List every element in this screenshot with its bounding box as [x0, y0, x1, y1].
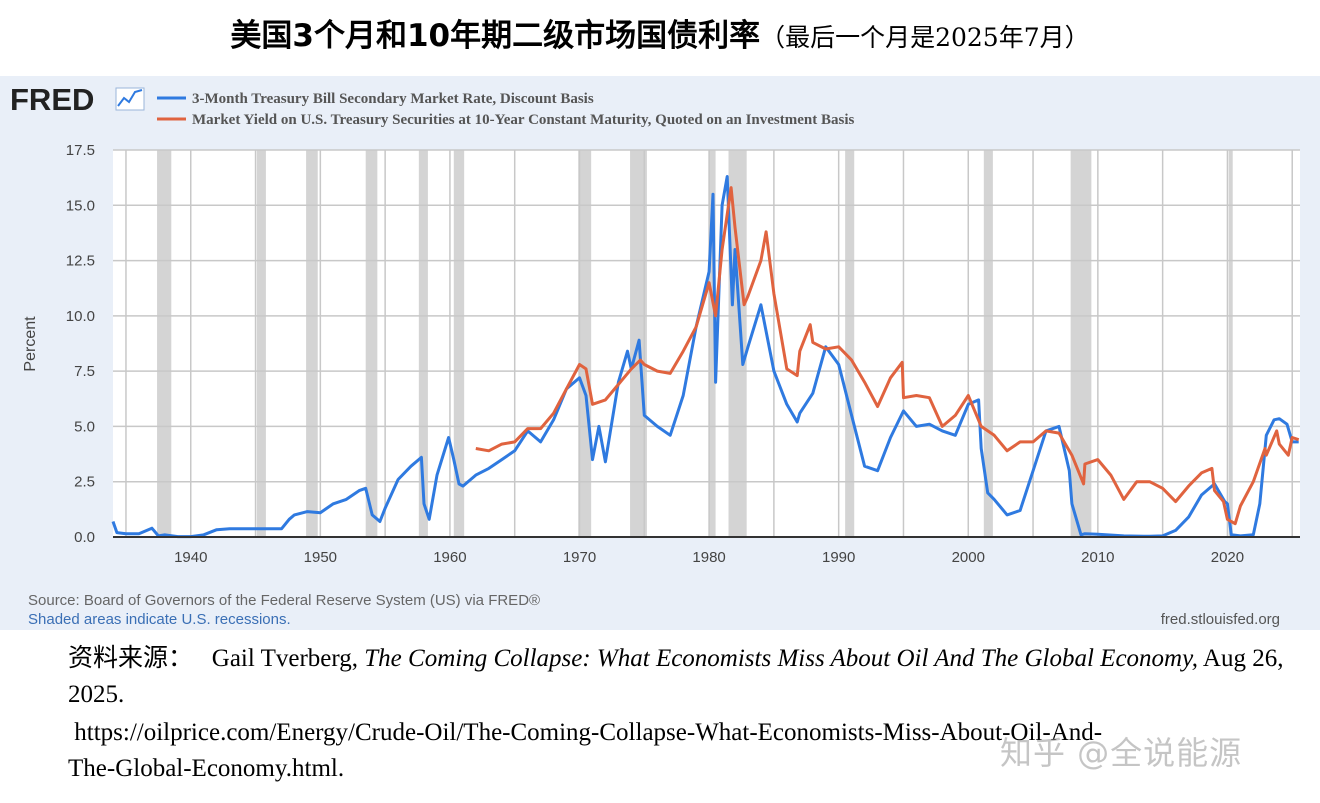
legend-label-10year: Market Yield on U.S. Treasury Securities…	[192, 112, 855, 128]
recession-note: Shaded areas indicate U.S. recessions.	[28, 611, 291, 628]
series-line-3month	[111, 175, 1299, 539]
slide-title: 美国3个月和10年期二级市场国债利率（最后一个月是2025年7月）	[0, 10, 1320, 55]
recession-band	[728, 150, 747, 537]
y-tick-label: 17.5	[66, 142, 95, 159]
y-tick-label: 10.0	[66, 308, 95, 325]
fred-logo-graph-icon	[115, 87, 145, 111]
slide-title-main: 美国3个月和10年期二级市场国债利率	[230, 18, 761, 54]
x-tick-label: 1970	[563, 549, 596, 566]
series-line-10year	[475, 186, 1300, 526]
y-tick-label: 7.5	[74, 363, 95, 380]
fred-site-link[interactable]: fred.stlouisfed.org	[1161, 611, 1280, 628]
x-tick-label: 1940	[174, 549, 207, 566]
y-tick-label: 0.0	[74, 529, 95, 546]
fred-logo: FRED	[10, 82, 94, 117]
recession-band	[1070, 150, 1092, 537]
slide-title-sub: （最后一个月是2025年7月）	[760, 23, 1090, 52]
recession-band	[453, 150, 465, 537]
legend: 3-Month Treasury Bill Secondary Market R…	[157, 91, 855, 128]
recession-band	[256, 150, 266, 537]
recession-band	[157, 150, 172, 537]
legend-label-3month: 3-Month Treasury Bill Secondary Market R…	[192, 91, 594, 107]
x-tick-label: 1950	[304, 549, 337, 566]
y-tick-label: 15.0	[66, 197, 95, 214]
x-tick-label: 1980	[692, 549, 725, 566]
y-tick-label: 2.5	[74, 474, 95, 491]
fred-chart-panel: 0.0 2.5 5.0 7.5 10.0 12.5 15.0 17.5 1940 1950 196…	[0, 76, 1320, 630]
y-tick-labels: 0.0 2.5 5.0 7.5 10.0 12.5 15.0 17.5	[66, 142, 95, 546]
citation-url-part2[interactable]: The-Global-Economy.html.	[68, 755, 345, 782]
recession-band	[1228, 150, 1233, 537]
grid-lines	[113, 149, 1300, 538]
series-lines	[111, 175, 1300, 539]
recession-band	[983, 150, 993, 537]
plot-area	[113, 150, 1300, 537]
recession-band	[418, 150, 428, 537]
zhihu-watermark: 知乎 @全说能源	[1000, 734, 1243, 772]
citation-author: Gail Tverberg,	[211, 645, 365, 672]
citation-title: The Coming Collapse: What Economists Mis…	[364, 645, 1199, 672]
source-note: Source: Board of Governors of the Federa…	[28, 592, 540, 609]
y-tick-label: 12.5	[66, 253, 95, 270]
recession-band	[306, 150, 318, 537]
citation-url[interactable]: https://oilprice.com/Energy/Crude-Oil/Th…	[68, 715, 1288, 787]
x-tick-label: 2010	[1081, 549, 1114, 566]
recession-band	[365, 150, 378, 537]
fred-chart: 0.0 2.5 5.0 7.5 10.0 12.5 15.0 17.5 1940 1950 196…	[10, 82, 1300, 628]
y-axis-label: Percent	[22, 316, 39, 372]
x-tick-label: 2020	[1211, 549, 1244, 566]
citation-url-part1[interactable]: https://oilprice.com/Energy/Crude-Oil/Th…	[74, 719, 1103, 746]
x-tick-label: 1990	[822, 549, 855, 566]
recession-shading	[113, 150, 1300, 537]
citation-label: 资料来源：	[68, 643, 194, 672]
x-tick-labels: 1940 1950 1960 1970 1980 1990 2000 2010 2020	[174, 549, 1244, 566]
y-tick-label: 5.0	[74, 418, 95, 435]
recession-band	[845, 150, 855, 537]
citation-block: 资料来源： Gail Tverberg, The Coming Collapse…	[68, 640, 1288, 787]
citation-date: Aug 26, 2025.	[68, 645, 1284, 708]
x-tick-label: 1960	[433, 549, 466, 566]
recession-band	[709, 150, 716, 537]
recession-band	[578, 150, 592, 537]
x-tick-label: 2000	[952, 549, 985, 566]
